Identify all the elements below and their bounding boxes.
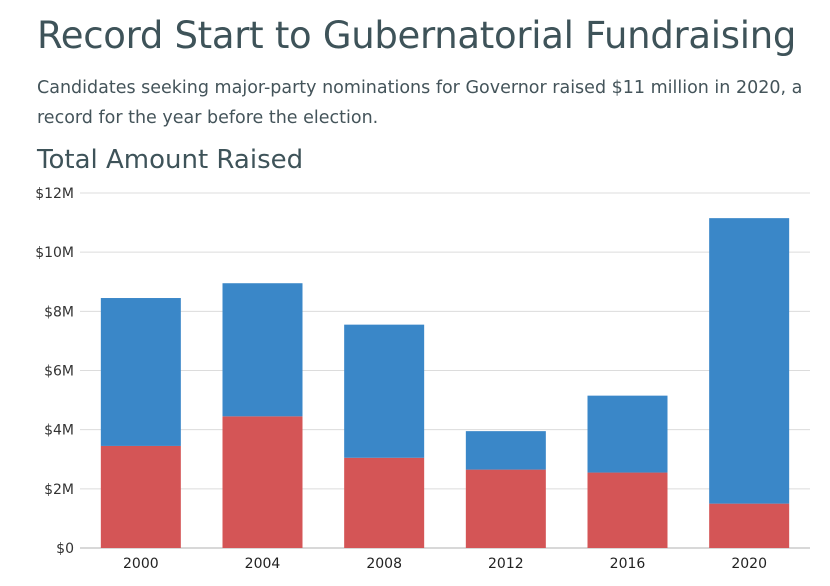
page-subtitle: Candidates seeking major-party nominatio… — [37, 73, 817, 133]
grid-lines — [80, 193, 810, 548]
page-title: Record Start to Gubernatorial Fundraisin… — [37, 14, 796, 57]
bar-segment-2008-2[interactable] — [344, 325, 424, 458]
x-tick-label: 2000 — [123, 556, 159, 572]
bar-segment-2000-1[interactable] — [101, 446, 181, 548]
bar-segment-2016-1[interactable] — [588, 473, 668, 548]
bar-segment-2012-1[interactable] — [466, 470, 546, 548]
bar-segment-2000-2[interactable] — [101, 298, 181, 446]
y-tick-label: $4M — [44, 423, 74, 439]
y-tick-label: $0 — [56, 541, 74, 557]
x-tick-label: 2004 — [245, 556, 281, 572]
y-tick-label: $12M — [35, 186, 74, 202]
bar-segment-2012-2[interactable] — [466, 431, 546, 469]
x-tick-label: 2020 — [731, 556, 767, 572]
y-tick-label: $8M — [44, 304, 74, 320]
y-tick-label: $2M — [44, 482, 74, 498]
bar-segment-2008-1[interactable] — [344, 458, 424, 548]
y-axis: $0 $2M $4M $6M $8M $10M $12M — [35, 186, 74, 557]
x-axis: 2000 2004 2008 2012 2016 2020 — [123, 556, 767, 572]
bar-segment-2004-1[interactable] — [223, 416, 303, 548]
x-tick-label: 2016 — [610, 556, 646, 572]
bars — [101, 218, 789, 548]
bar-chart: $0$2M$4M$6M$8M$10M$12M 2000 2004 2008 2012 2… — [0, 180, 830, 586]
chart-title: Total Amount Raised — [37, 145, 303, 175]
bar-segment-2004-2[interactable] — [223, 283, 303, 416]
bar-segment-2020-1[interactable] — [709, 504, 789, 548]
x-tick-label: 2012 — [488, 556, 524, 572]
bar-segment-2016-2[interactable] — [588, 396, 668, 473]
y-tick-label: $6M — [44, 364, 74, 380]
y-tick-label: $10M — [35, 245, 74, 261]
bar-segment-2020-2[interactable] — [709, 218, 789, 503]
x-tick-label: 2008 — [366, 556, 402, 572]
